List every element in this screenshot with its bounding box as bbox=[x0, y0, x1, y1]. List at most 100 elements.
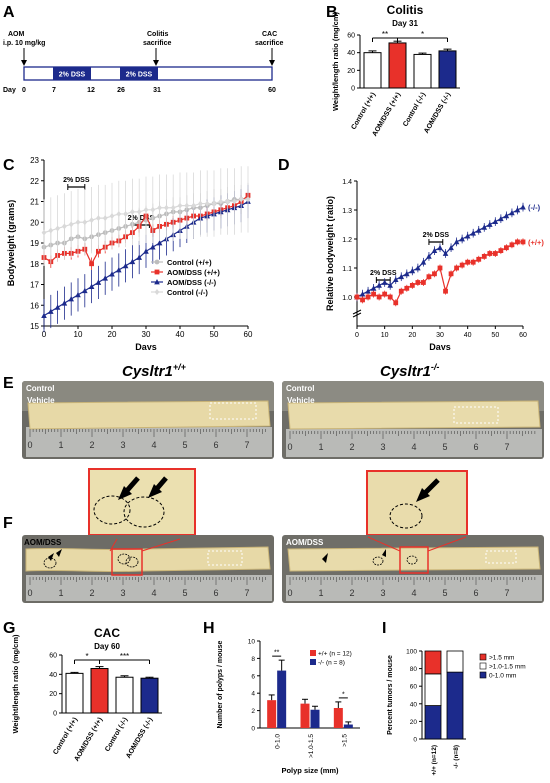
aom-label: AOM bbox=[8, 31, 25, 38]
y-tick-label: 2 bbox=[251, 708, 255, 715]
data-point bbox=[431, 247, 438, 253]
data-point bbox=[492, 251, 498, 256]
data-point bbox=[426, 253, 432, 259]
x-tick-label: 0 bbox=[42, 330, 47, 339]
bar bbox=[277, 670, 287, 728]
bar bbox=[333, 707, 343, 728]
y-tick-label: 60 bbox=[410, 684, 418, 691]
data-point bbox=[102, 215, 108, 222]
dss-annotation: 2% DSS bbox=[423, 232, 450, 239]
x-axis-label: Days bbox=[135, 342, 157, 350]
cac-arrow-head bbox=[269, 60, 275, 66]
legend-label: >1.5 mm bbox=[489, 655, 514, 662]
stacked-bar-segment bbox=[446, 650, 464, 673]
significance-label: * bbox=[421, 30, 424, 39]
category-label: 0-1.0 bbox=[275, 734, 282, 749]
category-label: Control (+/+) bbox=[350, 92, 377, 132]
data-point bbox=[465, 259, 471, 265]
data-point bbox=[75, 219, 81, 226]
data-point bbox=[520, 204, 526, 210]
data-point bbox=[143, 248, 149, 254]
genotype-ko-label: Cysltr1-/- bbox=[380, 362, 439, 380]
y-tick-label: 6 bbox=[251, 673, 255, 680]
y-axis-label: Percent tumors / mouse bbox=[387, 655, 394, 735]
y-tick-label: 23 bbox=[30, 156, 39, 165]
data-point bbox=[475, 227, 482, 233]
y-tick-label: 60 bbox=[347, 33, 355, 40]
category-label: >1.0-1.5 bbox=[308, 734, 315, 758]
data-point bbox=[136, 254, 142, 260]
data-point bbox=[62, 223, 67, 230]
legend-label: >1.0-1.5 mm bbox=[489, 664, 526, 671]
bar bbox=[267, 700, 277, 728]
data-point bbox=[398, 288, 404, 294]
x-tick-label: 40 bbox=[176, 330, 185, 339]
day-tick-0: 0 bbox=[22, 87, 26, 94]
data-point bbox=[170, 204, 176, 211]
ruler-number: 1 bbox=[58, 440, 63, 450]
ruler-number: 5 bbox=[442, 588, 447, 598]
ruler-number: 0 bbox=[27, 588, 32, 598]
data-point bbox=[498, 215, 504, 222]
data-point bbox=[82, 287, 88, 294]
legend-marker bbox=[154, 289, 160, 295]
ruler-number: 7 bbox=[504, 588, 509, 598]
legend-marker bbox=[154, 269, 160, 275]
data-point bbox=[129, 258, 136, 265]
data-point bbox=[68, 296, 74, 302]
y-axis-label: Weight/length ratio (mg/cm) bbox=[331, 11, 340, 111]
data-point bbox=[404, 270, 410, 277]
y-tick-label: 100 bbox=[406, 649, 417, 656]
data-point bbox=[95, 279, 102, 285]
data-point bbox=[359, 291, 366, 297]
data-point bbox=[150, 244, 156, 250]
legend-marker bbox=[154, 259, 160, 265]
data-point bbox=[492, 218, 499, 224]
data-point bbox=[82, 219, 88, 226]
data-point bbox=[437, 244, 443, 251]
data-point bbox=[453, 238, 460, 245]
data-point bbox=[109, 271, 115, 277]
data-point bbox=[382, 291, 388, 297]
x-axis-label: Polyp size (mm) bbox=[281, 766, 339, 775]
ruler-number: 4 bbox=[411, 588, 416, 598]
y-tick-label: 20 bbox=[49, 691, 57, 698]
data-point bbox=[409, 267, 416, 274]
ruler-number: 7 bbox=[244, 588, 249, 598]
legend-label: AOM/DSS (-/-) bbox=[167, 278, 217, 287]
ruler-number: 1 bbox=[58, 588, 63, 598]
stacked-bar-segment bbox=[424, 650, 442, 675]
category-label: AOM/DSS (+/+) bbox=[371, 92, 402, 138]
ruler-number: 0 bbox=[27, 440, 32, 450]
ruler-number: 4 bbox=[411, 442, 416, 452]
data-point bbox=[116, 266, 122, 273]
photo-aomdss-wt: AOM/DSS 0 1 2 3 4 5 6 7 bbox=[22, 535, 274, 603]
x-tick-label: 40 bbox=[464, 332, 472, 339]
day-tick-12: 12 bbox=[87, 87, 95, 94]
data-point bbox=[232, 198, 237, 205]
data-point bbox=[437, 265, 443, 271]
x-tick-label: 60 bbox=[244, 330, 253, 339]
y-tick-label: 1.4 bbox=[342, 179, 352, 186]
legend-swatch bbox=[310, 659, 316, 665]
aom-dose-label: i.p. 10 mg/kg bbox=[3, 40, 45, 47]
data-point bbox=[204, 200, 210, 207]
chart-b: B Colitis Day 31 0 20 40 60 Weight/length ra… bbox=[326, 3, 460, 138]
y-axis-label: Weight/length ratio (mg/cm) bbox=[11, 634, 20, 734]
panel-label-g: G bbox=[3, 620, 15, 637]
data-point bbox=[130, 208, 135, 215]
chart-c: C 0 10 20 30 40 50 60 15 16 17 18 19 20 21 22 23 Days Bod… bbox=[3, 156, 253, 350]
ruler-number: 6 bbox=[473, 442, 478, 452]
data-point bbox=[509, 209, 515, 216]
y-tick-label: 18 bbox=[30, 260, 39, 269]
data-point bbox=[448, 244, 454, 251]
panel-label-d: D bbox=[278, 157, 290, 174]
data-point bbox=[150, 206, 156, 213]
colitis-sacrifice-label: sacrifice bbox=[143, 40, 172, 47]
legend-swatch bbox=[479, 653, 487, 661]
data-point bbox=[442, 250, 449, 256]
data-point bbox=[41, 229, 47, 236]
legend-label: -/- (n = 8) bbox=[318, 660, 345, 667]
data-point bbox=[61, 300, 68, 306]
